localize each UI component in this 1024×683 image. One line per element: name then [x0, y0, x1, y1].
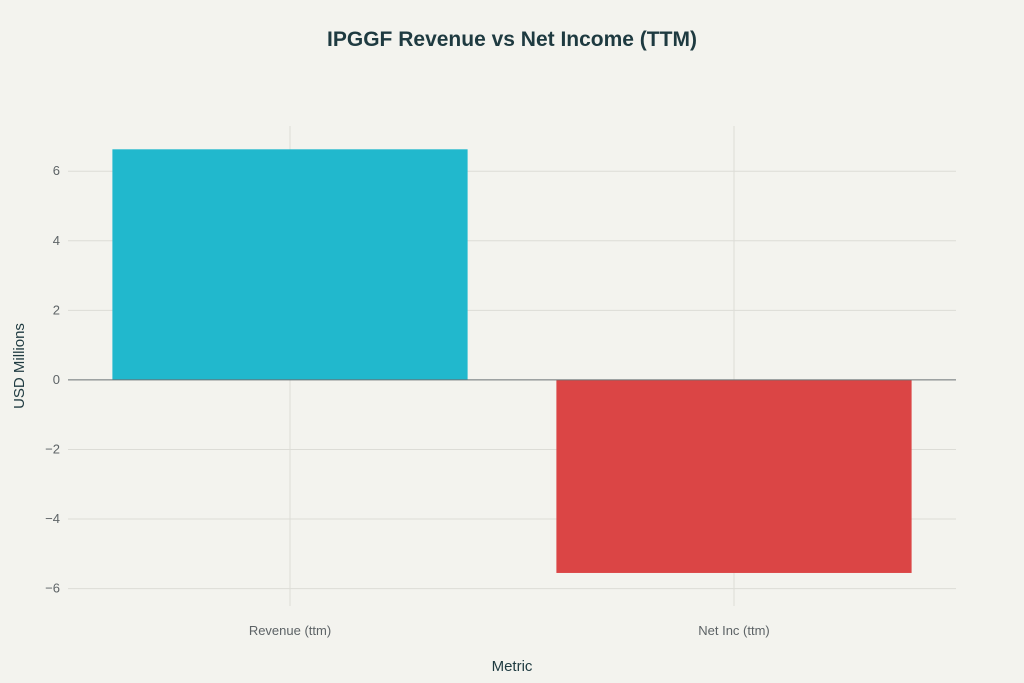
y-axis-title: USD Millions — [11, 323, 28, 409]
y-tick-label: −6 — [45, 581, 60, 596]
x-tick-label: Net Inc (ttm) — [698, 623, 770, 638]
y-tick-label: −2 — [45, 441, 60, 456]
bar-revenue — [112, 149, 468, 380]
y-tick-label: 0 — [53, 372, 60, 387]
y-axis-ticks: 6 4 2 0 −2 −4 −6 — [45, 163, 60, 595]
x-axis-ticks: Revenue (ttm) Net Inc (ttm) — [249, 623, 770, 638]
bars — [112, 149, 912, 573]
y-tick-label: 6 — [53, 163, 60, 178]
chart-title: IPGGF Revenue vs Net Income (TTM) — [327, 28, 697, 51]
x-tick-label: Revenue (ttm) — [249, 623, 331, 638]
x-axis-title: Metric — [492, 658, 533, 675]
bar-net-income — [556, 379, 912, 573]
y-tick-label: 4 — [53, 233, 60, 248]
y-tick-label: −4 — [45, 511, 60, 526]
y-tick-label: 2 — [53, 302, 60, 317]
